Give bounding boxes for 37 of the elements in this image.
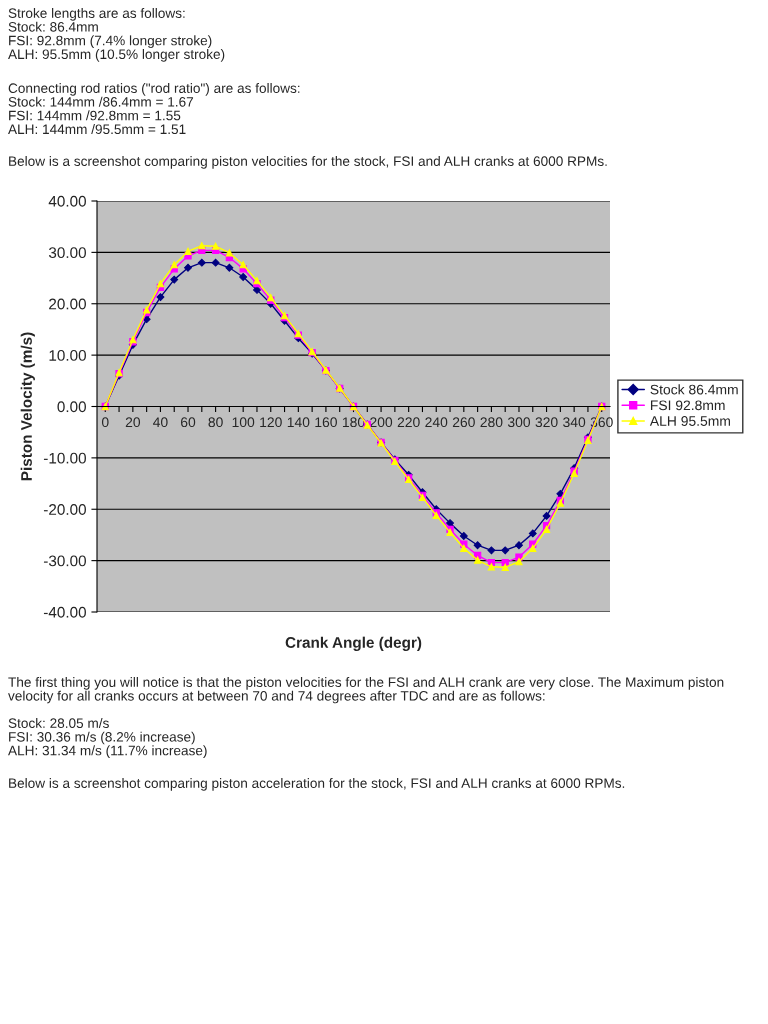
y-tick-label: -40.00 [43,606,86,618]
x-tick-label: 80 [208,417,223,428]
x-tick-label: 300 [507,417,531,428]
x-tick-label: 160 [315,417,337,428]
text: Below is a screenshot comparing piston velocities for the stock, FSI and ALH cranks at 6000 RPMs. [9,156,607,169]
text: The first thing you will notice is that the piston velocities for the FSI and ALH crank are very close. The Maximum piston velocity for all cranks occurs at between 70 and 74 degrees after TDC and are as follows: [8,677,724,704]
x-tick-label: 220 [397,417,420,428]
y-tick-label: 40.00 [48,195,86,207]
x-tick-label: 320 [535,417,558,428]
x-tick-label: 40 [153,417,168,428]
x-tick-label: 340 [563,417,586,428]
x-tick-label: 100 [232,417,255,428]
legend-label: FSI 92.8mm [650,400,725,411]
x-tick-label: 60 [181,417,196,428]
x-tick-label: 0 [101,417,109,428]
y-tick-label: 20.00 [49,298,86,310]
x-tick-label: 280 [480,417,503,428]
text: Connecting rod ratios ("rod ratio") are as follows: Stock: 144mm /86.4mm = 1.67 FSI: 144mm /92.8mm = 1.55 ALH: 144mm /95.5mm = 1.51 [8,83,300,135]
y-tick-label: -10.00 [43,452,86,464]
legend-label: Stock 86.4mm [650,384,738,395]
y-tick-label: -20.00 [43,504,86,515]
x-tick-label: 20 [125,417,141,428]
x-tick-label: 200 [370,417,393,428]
text: Below is a screenshot comparing piston acceleration for the stock, FSI and ALH cranks at 6000 RPMs. [9,778,625,791]
y-tick-label: 10.00 [49,349,86,361]
text: Stock: 28.05 m/s FSI: 30.36 m/s (8.2% increase) ALH: 31.34 m/s (11.7% increase) [8,718,207,759]
x-tick-label: 120 [260,417,282,428]
x-tick-label: 260 [452,417,475,428]
x-tick-label: 240 [425,417,448,428]
text: Stroke lengths are as follows: Stock: 86.4mm FSI: 92.8mm (7.4% longer stroke) ALH: 95.5mm (10.5% longer stroke) [8,8,225,62]
y-tick-label: 30.00 [48,247,86,259]
x-tick-label: 140 [287,417,310,428]
y-tick-label: -30.00 [43,555,86,567]
y-axis-title: Piston Velocity (m/s) [20,332,35,481]
x-axis-title: Crank Angle (degr) [285,636,422,651]
legend-label: ALH 95.5mm [649,416,730,426]
y-tick-label: 0.00 [57,401,86,413]
